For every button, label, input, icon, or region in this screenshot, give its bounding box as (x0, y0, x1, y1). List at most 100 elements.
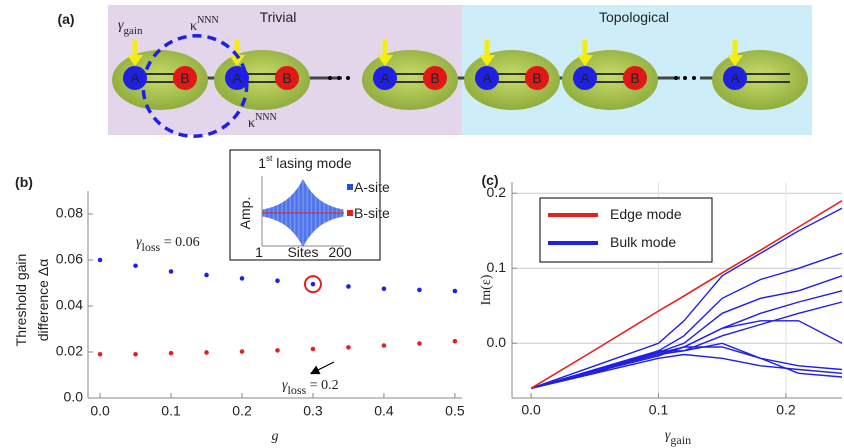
text-part: Amp. (237, 197, 253, 230)
point (97, 352, 103, 357)
site-a (123, 66, 147, 90)
pointer (309, 361, 335, 375)
edge-line (530, 200, 843, 389)
resonator (712, 50, 808, 110)
text-part: (b) (15, 174, 33, 190)
region-label: Topological (599, 9, 669, 25)
gain-arrow-head (127, 55, 143, 66)
gamma-label: γgain (118, 18, 143, 36)
kappa-label: κNNN (190, 15, 219, 34)
text-part: γ (282, 378, 288, 393)
point (275, 348, 280, 353)
text-part: 1 (258, 155, 266, 171)
y-tick-label: 0.2 (487, 184, 507, 200)
x-tick-label: 0.5 (445, 403, 465, 419)
text-part: κ (248, 116, 255, 131)
y-axis-label: Threshold gain (13, 254, 29, 347)
site-b (275, 66, 299, 90)
legend-label: B-site (354, 205, 390, 221)
text-part: B-site (354, 205, 390, 221)
text-part: loss (142, 240, 161, 254)
point (168, 350, 174, 356)
site-label: A (730, 70, 740, 86)
text-part: B (532, 70, 541, 86)
text-part: NNN (197, 15, 219, 26)
text-part: κ (190, 19, 197, 34)
point (452, 338, 458, 344)
text-part: B (180, 70, 189, 86)
site-b (623, 66, 647, 90)
legend-label: A-site (354, 179, 390, 195)
site-a (225, 66, 249, 90)
site-label: A (580, 70, 590, 86)
ellipsis-dot (328, 76, 332, 80)
text-part: 200 (328, 244, 352, 260)
point (239, 349, 245, 354)
region-label: Trivial (260, 9, 297, 25)
site-b (423, 66, 447, 90)
bulk-line (530, 342, 843, 389)
site-label: B (282, 70, 291, 86)
point (275, 278, 280, 284)
point (97, 257, 103, 263)
site-label: A (380, 70, 390, 86)
x-tick-label: 0.1 (161, 403, 181, 419)
gain-arrow-head (479, 55, 495, 66)
point (204, 350, 209, 355)
text-part: A (380, 70, 390, 86)
text-part: A (730, 70, 740, 86)
legend-swatch (347, 210, 353, 216)
text-part: st (266, 154, 273, 163)
text-part: A (482, 70, 492, 86)
text-part: gain (670, 433, 691, 447)
point (239, 276, 245, 281)
site-label: A (130, 70, 140, 86)
legend-frame (539, 197, 713, 263)
site-a (723, 66, 747, 90)
bulk-line (530, 320, 843, 389)
text-part: Topological (599, 9, 669, 25)
y-axis-label: difference Δα (35, 259, 51, 342)
y-tick-label: 0.06 (56, 251, 83, 267)
ellipsis-dot (683, 76, 687, 80)
bulk-line (530, 353, 843, 389)
point (381, 343, 387, 348)
text-part: B (430, 70, 439, 86)
resonator (112, 50, 208, 110)
kappa-label: κNNN (248, 112, 277, 131)
text-part: γ (136, 235, 142, 250)
resonator (562, 50, 658, 110)
text-part: lasing mode (272, 155, 352, 171)
x-axis-label: g (272, 429, 279, 444)
x-tick-label: 0.2 (232, 403, 252, 419)
text-part: NNN (255, 112, 277, 123)
text-part: 1 (255, 244, 263, 260)
y-tick-label: 0.02 (56, 343, 83, 359)
gain-arrow-head (727, 55, 743, 66)
annotation: γloss = 0.06 (136, 235, 200, 254)
ellipsis-dot (346, 76, 350, 80)
point (346, 345, 351, 350)
site-label: A (232, 70, 242, 86)
text-part: Bulk mode (610, 234, 676, 250)
site-b (173, 66, 197, 90)
text-part: Im(ε) (479, 274, 494, 305)
inset-x-tick-label: 1 (255, 244, 263, 260)
inset-title: 1st lasing mode (258, 154, 352, 171)
point (133, 352, 138, 357)
bulk-line (530, 290, 843, 389)
resonator (214, 50, 310, 110)
point (346, 284, 351, 289)
y-tick-label: 0.0 (64, 389, 84, 405)
x-tick-label: 0.3 (303, 403, 323, 419)
text-part: A (130, 70, 140, 86)
y-tick-label: 0.04 (56, 297, 83, 313)
point (310, 281, 316, 287)
text-part: = 0.2 (306, 378, 338, 393)
bulk-line (530, 252, 843, 389)
point (452, 288, 458, 294)
text-part: Edge mode (610, 206, 682, 222)
site-a (373, 66, 397, 90)
text-part: Threshold gain (13, 254, 29, 347)
text-part: B (282, 70, 291, 86)
